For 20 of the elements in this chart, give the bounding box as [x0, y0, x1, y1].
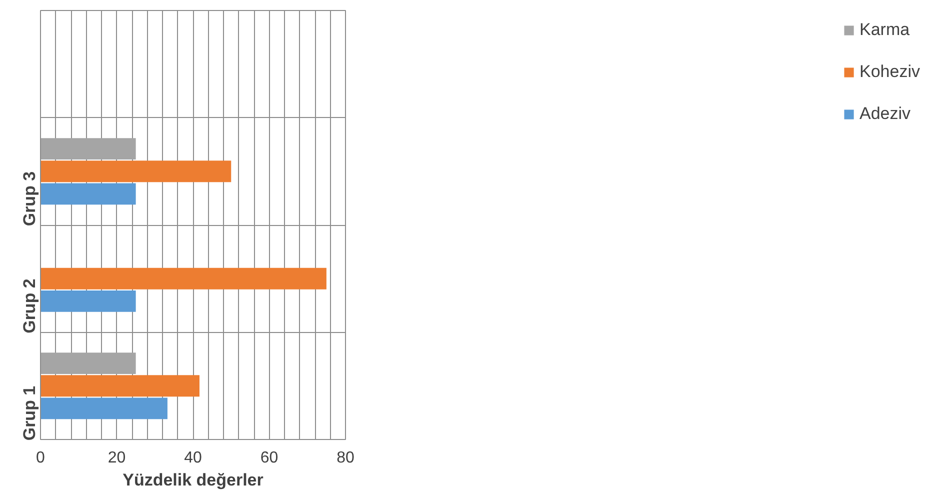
legend-label: Adeziv [860, 104, 911, 124]
bar [40, 268, 326, 290]
bar [40, 138, 136, 160]
bar [40, 160, 232, 182]
y-tick-label: Grup 2 [20, 278, 39, 334]
legend-label: Karma [860, 20, 910, 40]
x-tick-label: 40 [184, 450, 202, 466]
x-axis-title: Yüzdelik değerler [122, 470, 264, 490]
x-tick-label: 60 [260, 450, 278, 466]
bar [40, 183, 136, 205]
x-tick-label: 0 [36, 450, 46, 466]
x-tick-label: 20 [108, 450, 126, 466]
bar [40, 398, 168, 420]
bar [40, 375, 200, 397]
x-tick-label: 80 [336, 450, 354, 466]
legend-label: Koheziv [860, 62, 920, 82]
y-tick-label: Grup 3 [20, 171, 39, 226]
bar [40, 290, 136, 312]
bar [40, 352, 136, 374]
y-tick-label: Grup 1 [20, 386, 39, 441]
